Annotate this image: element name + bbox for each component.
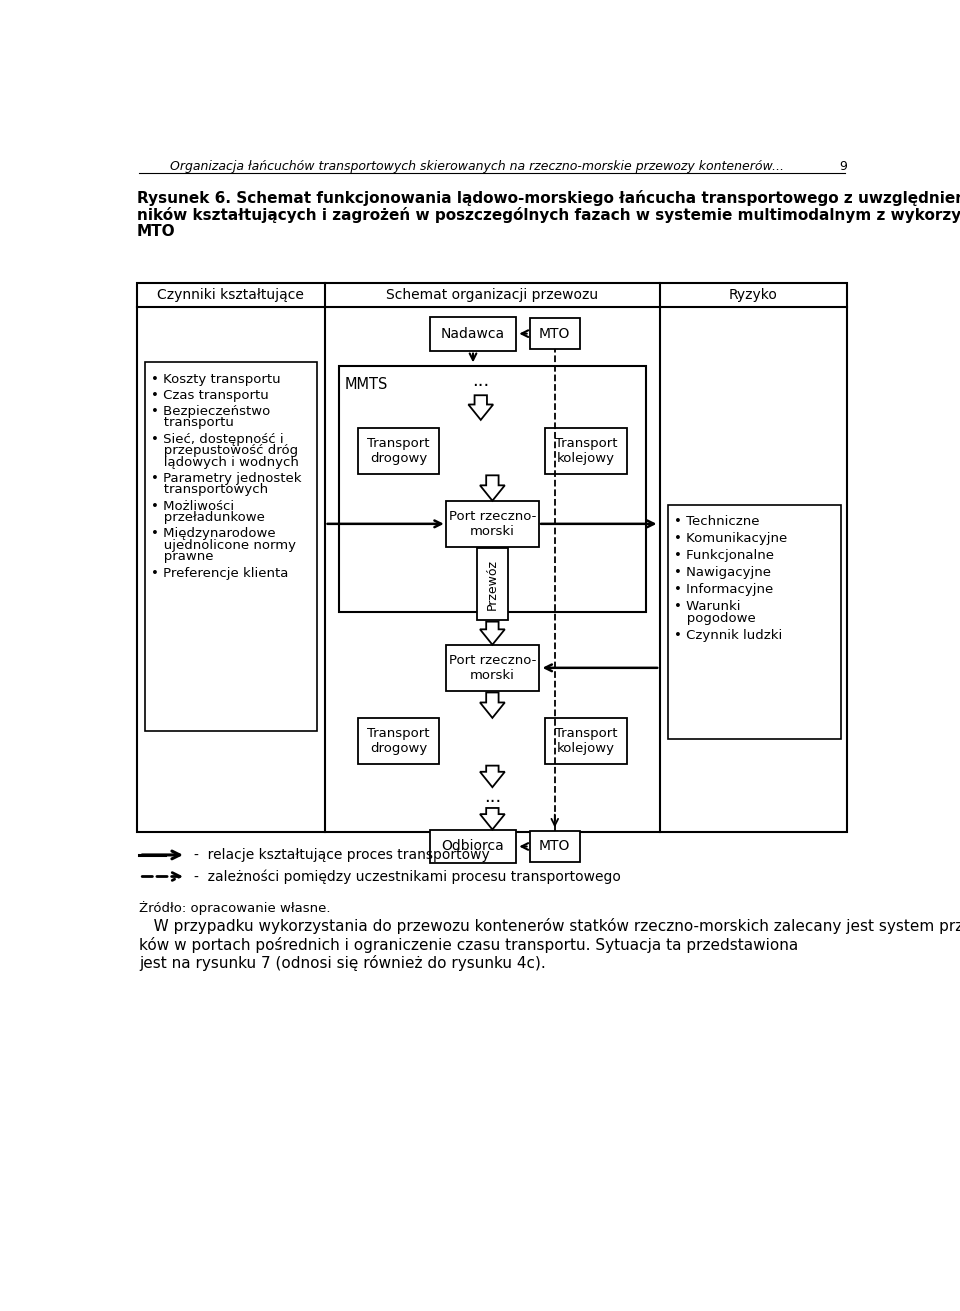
Text: transportowych: transportowych [151, 484, 268, 497]
Bar [137, 283, 847, 832]
Text: przeładunkowe: przeładunkowe [151, 511, 265, 524]
Text: Transport
drogowy: Transport drogowy [368, 728, 430, 755]
Text: Organizacja łańcuchów transportowych skierowanych na rzeczno-morskie przewozy ko: Organizacja łańcuchów transportowych ski… [170, 160, 783, 173]
Text: przepustowość dróg: przepustowość dróg [151, 444, 299, 458]
Bar [430, 830, 516, 864]
Text: -  zależności pomiędzy uczestnikami procesu transportowego: - zależności pomiędzy uczestnikami proce… [194, 869, 620, 884]
Bar [530, 319, 580, 349]
Bar [445, 501, 539, 547]
Bar [358, 427, 440, 473]
Text: Nadawca: Nadawca [441, 326, 505, 341]
Polygon shape [468, 395, 493, 420]
Text: MTO: MTO [540, 326, 570, 341]
Text: lądowych i wodnych: lądowych i wodnych [151, 456, 299, 469]
Text: Przewóz: Przewóz [486, 558, 499, 610]
Text: ujednolicone normy: ujednolicone normy [151, 539, 296, 552]
Text: MMTS: MMTS [345, 376, 388, 392]
Text: Transport
drogowy: Transport drogowy [368, 437, 430, 464]
Text: Transport
kolejowy: Transport kolejowy [555, 728, 617, 755]
Polygon shape [480, 808, 505, 830]
Bar [445, 645, 539, 691]
Text: 9: 9 [839, 160, 847, 173]
Polygon shape [480, 621, 505, 645]
Text: Czynniki kształtujące: Czynniki kształtujące [157, 288, 304, 302]
Text: ...: ... [472, 372, 490, 391]
Bar [668, 505, 841, 739]
Text: W przypadku wykorzystania do przewozu kontenerów statków rzeczno-morskich zaleca: W przypadku wykorzystania do przewozu ko… [139, 918, 960, 933]
Text: • Komunikacyjne: • Komunikacyjne [674, 532, 787, 545]
Bar [358, 718, 440, 764]
Text: • Sieć, dostępność i: • Sieć, dostępność i [151, 433, 283, 446]
Text: • Parametry jednostek: • Parametry jednostek [151, 472, 301, 485]
Text: prawne: prawne [151, 551, 213, 564]
Bar [430, 317, 516, 350]
Text: • Koszty transportu: • Koszty transportu [151, 372, 280, 385]
Bar [339, 366, 646, 612]
Bar [145, 362, 317, 732]
Bar [545, 427, 627, 473]
Text: transportu: transportu [151, 417, 234, 430]
Text: • Funkcjonalne: • Funkcjonalne [674, 549, 774, 562]
Text: Żródło: opracowanie własne.: Żródło: opracowanie własne. [139, 901, 331, 915]
Text: jest na rysunku 7 (odnosi się również do rysunku 4c).: jest na rysunku 7 (odnosi się również do… [139, 954, 546, 971]
Text: • Czynnik ludzki: • Czynnik ludzki [674, 629, 782, 642]
Text: ków w portach pośrednich i ograniczenie czasu transportu. Sytuacja ta przedstawi: ków w portach pośrednich i ograniczenie … [139, 936, 799, 953]
Text: Schemat organizacji przewozu: Schemat organizacji przewozu [386, 288, 598, 302]
Polygon shape [480, 476, 505, 501]
Text: Rysunek 6. Schemat funkcjonowania lądowo-morskiego łańcucha transportowego z uwz: Rysunek 6. Schemat funkcjonowania lądowo… [137, 190, 960, 206]
Text: Odbiorca: Odbiorca [442, 839, 504, 853]
Text: MTO: MTO [540, 839, 570, 853]
Text: -  relacje kształtujące proces transportowy: - relacje kształtujące proces transporto… [194, 848, 490, 861]
Text: • Międzynarodowe: • Międzynarodowe [151, 527, 276, 540]
Text: Transport
kolejowy: Transport kolejowy [555, 437, 617, 464]
Bar [477, 548, 508, 620]
Text: Port rzeczno-
morski: Port rzeczno- morski [448, 654, 536, 682]
Text: • Bezpieczeństwo: • Bezpieczeństwo [151, 405, 271, 418]
Text: • Techniczne: • Techniczne [674, 515, 759, 528]
Polygon shape [480, 692, 505, 718]
Text: • Preferencje klienta: • Preferencje klienta [151, 566, 288, 579]
Text: • Warunki: • Warunki [674, 600, 740, 614]
Text: • Nawigacyjne: • Nawigacyjne [674, 566, 771, 579]
Bar [530, 831, 580, 861]
Text: ...: ... [484, 788, 501, 806]
Text: • Informacyjne: • Informacyjne [674, 583, 774, 597]
Text: MTO: MTO [137, 224, 176, 240]
Text: Ryzyko: Ryzyko [730, 288, 778, 302]
Text: pogodowe: pogodowe [674, 612, 756, 625]
Text: • Czas transportu: • Czas transportu [151, 388, 269, 401]
Text: • Możliwości: • Możliwości [151, 499, 234, 513]
Polygon shape [480, 766, 505, 787]
Text: Port rzeczno-
morski: Port rzeczno- morski [448, 510, 536, 538]
Text: ników kształtujących i zagrożeń w poszczególnych fazach w systemie multimodalnym: ników kształtujących i zagrożeń w poszcz… [137, 207, 960, 223]
Bar [545, 718, 627, 764]
